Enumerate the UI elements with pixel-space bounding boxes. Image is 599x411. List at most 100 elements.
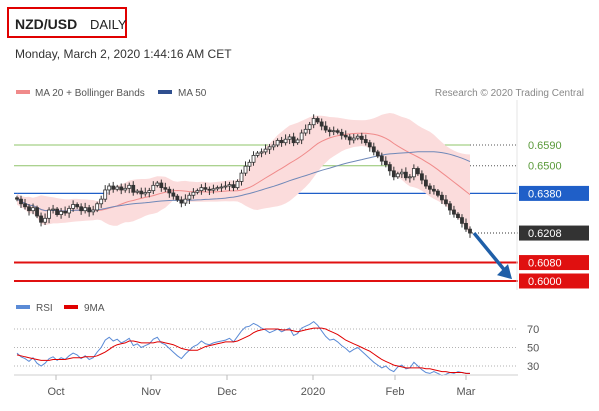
candle-body [171, 192, 176, 197]
candle-body [347, 136, 352, 141]
candle-body [155, 182, 160, 186]
candle [231, 180, 236, 192]
candle-body [355, 135, 360, 139]
candle-body [15, 197, 19, 200]
candle [51, 204, 55, 214]
price-label-current: 0.6208 [519, 225, 589, 241]
candle [99, 195, 104, 208]
candle [383, 156, 388, 168]
price-label-text: 0.6208 [528, 228, 562, 240]
price-label-box [519, 225, 589, 241]
candle-body [375, 151, 380, 157]
candle-body [75, 204, 80, 208]
price-label-box [519, 185, 589, 201]
candle [355, 134, 360, 141]
candle-body [103, 189, 108, 200]
price-label-box [519, 273, 589, 289]
ma50-legend-swatch [158, 90, 172, 94]
x-tick-label: Mar [457, 386, 476, 398]
forecast-arrow-head [497, 264, 512, 280]
candle [127, 182, 132, 194]
candle [391, 166, 396, 181]
candle [211, 184, 216, 194]
price-label-resistance: 0.6590 [528, 140, 562, 152]
candle [111, 181, 116, 193]
price-label-support: 0.6000 [519, 273, 589, 289]
candle [456, 212, 460, 220]
resistance-level-label: 0.6500 [528, 161, 562, 173]
candle [191, 188, 196, 199]
candle [187, 192, 192, 205]
candle-body [452, 209, 456, 215]
candle [424, 175, 428, 189]
candle-body [391, 170, 396, 178]
candle-body [279, 139, 284, 144]
ma50-legend-label: MA 50 [178, 88, 207, 99]
candle-body [283, 138, 288, 144]
candlesticks [15, 114, 472, 238]
candle-body [387, 164, 392, 172]
candle-body [399, 171, 404, 175]
candle [251, 151, 256, 166]
candle-body [51, 208, 55, 211]
candle-body [448, 203, 452, 211]
candle [259, 148, 264, 158]
candle-body [87, 207, 92, 213]
candle-body [143, 192, 148, 195]
candle-body [424, 179, 428, 187]
candle [283, 134, 288, 146]
candle [363, 134, 368, 146]
candle [403, 167, 408, 181]
candle-body [267, 146, 272, 150]
rsi-legend-swatch [16, 305, 30, 309]
candle [247, 159, 252, 172]
rsi-ma-line [16, 327, 470, 374]
candle [279, 136, 284, 147]
datetime-label: Monday, March 2, 2020 1:44:16 AM CET [15, 47, 232, 61]
symbol-title-box: NZD/USD DAILY [7, 7, 127, 38]
candle [331, 126, 336, 136]
candle-body [307, 124, 312, 130]
candle-body [363, 139, 368, 144]
candle [63, 206, 68, 216]
candle [255, 150, 260, 158]
candle-body [432, 188, 436, 192]
candle-body [403, 171, 408, 179]
ma20-legend-swatch [16, 90, 30, 94]
candle [335, 128, 340, 135]
candle-body [151, 184, 156, 192]
candle-body [444, 199, 448, 205]
candle-body [147, 190, 152, 193]
candle-body [415, 168, 420, 175]
price-label-text: 0.6080 [528, 258, 562, 270]
candle-body [215, 187, 220, 190]
candle [135, 189, 140, 195]
candle-body [239, 172, 244, 182]
candle-body [23, 203, 27, 208]
candle [183, 194, 188, 206]
candle-body [139, 190, 144, 195]
candle-body [419, 173, 424, 181]
candle [323, 121, 328, 133]
candle-body [367, 142, 372, 148]
rsi-line [16, 320, 470, 376]
candle [299, 129, 304, 145]
candle [203, 182, 208, 193]
candle-body [395, 173, 400, 178]
candle [359, 132, 364, 144]
candle [375, 149, 380, 159]
candle-body [251, 154, 256, 163]
x-tick-label: Nov [141, 386, 161, 398]
candle [327, 127, 332, 137]
price-label-box [519, 255, 589, 271]
candle-body [247, 161, 252, 167]
candle [171, 188, 176, 200]
candle-body [191, 191, 196, 196]
candle [39, 212, 43, 227]
candle-body [95, 203, 100, 211]
candle-body [460, 217, 464, 224]
candle [159, 179, 164, 192]
candle-body [211, 188, 216, 191]
x-tick-label: Oct [47, 386, 64, 398]
